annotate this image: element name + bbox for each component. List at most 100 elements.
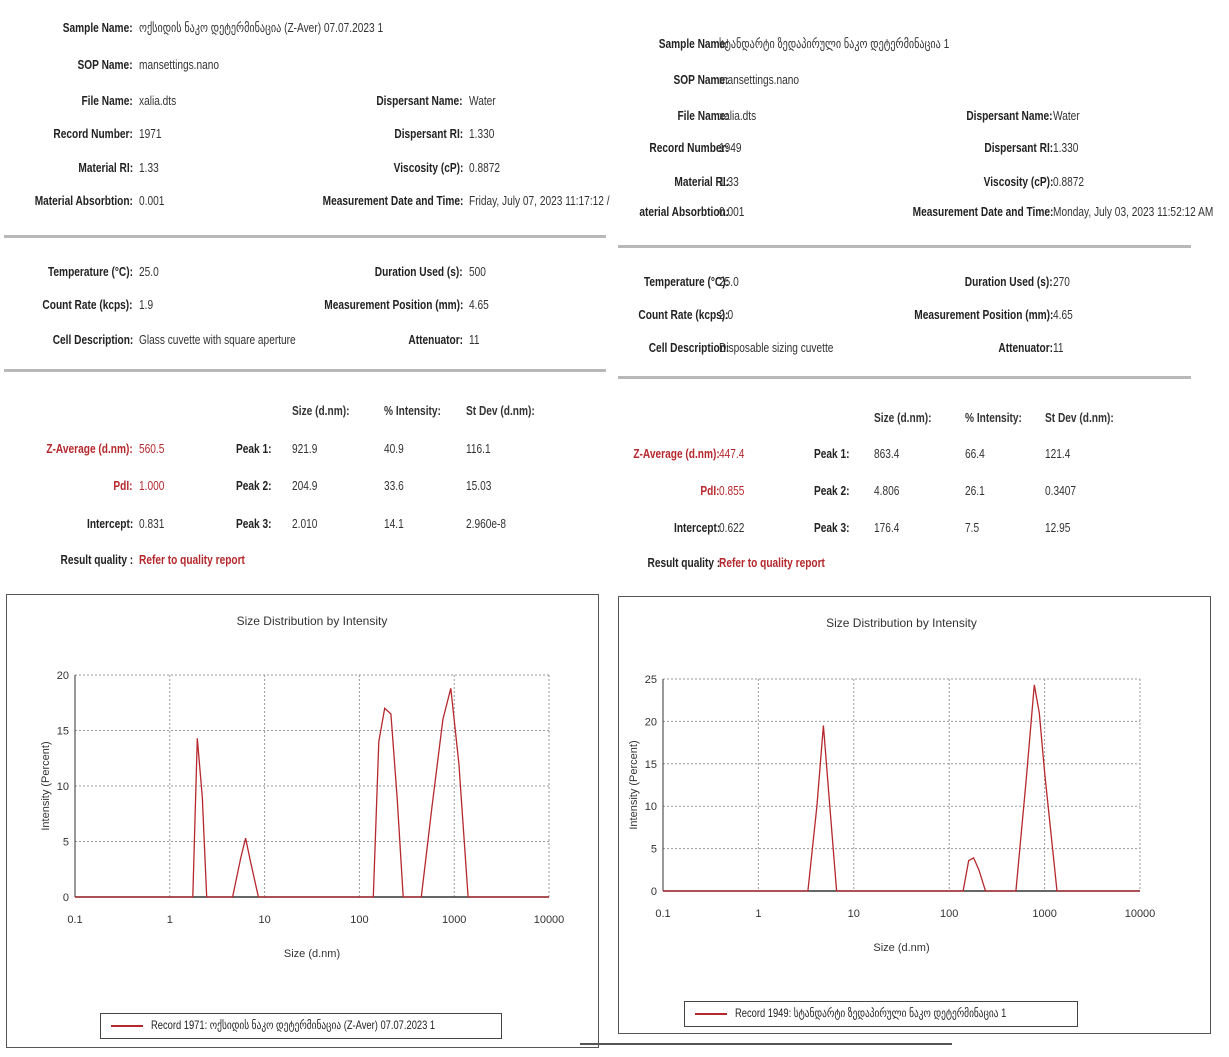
intercept-label: Intercept: [86,516,133,531]
temperature-label: Temperature (°C): [47,264,133,279]
dispersant-ri-label: Dispersant RI: [984,140,1053,155]
cell-description-label: Cell Description: [52,332,133,347]
dispersant-ri-value: 1.330 [469,126,495,141]
x-tick-label: 0.1 [655,908,670,920]
peak-stdev: 116.1 [466,441,491,456]
x-tick-label: 10 [848,908,860,920]
bottom-rule [580,1043,952,1045]
series-line [663,684,1140,892]
peak-size: 863.4 [874,446,900,461]
section-divider [4,369,606,372]
peak-label: Peak 2: [814,483,850,498]
peak-label: Peak 2: [236,478,272,493]
x-tick-label: 0.1 [67,914,82,926]
temperature-value: 25.0 [719,274,739,289]
material-absorbtion-label: Material Absorbtion: [34,193,133,208]
section-divider [618,376,1191,379]
col-header-size: Size (d.nm): [874,410,932,425]
z-average-label: Z-Average (d.nm): [633,446,720,461]
peak-stdev: 15.03 [466,478,492,493]
sample-name-label: Sample Name: [659,36,729,51]
legend-swatch [695,1013,727,1015]
measurement-position-value: 4.65 [469,297,489,312]
intercept-value: 0.831 [139,516,165,531]
y-tick-label: 15 [645,759,657,771]
size-distribution-chart: Size Distribution by Intensity 0.1 1 10 100 1… [6,594,599,1048]
peak-stdev: 0.3407 [1045,483,1077,498]
col-header-stdev: St Dev (d.nm): [466,403,535,418]
attenuator-value: 11 [1053,340,1064,355]
cell-description-value: Disposable sizing cuvette [719,340,834,355]
quality-report-link[interactable]: Refer to quality report [139,552,245,567]
dispersant-name-value: Water [1053,108,1080,123]
measurement-date-value: Friday, July 07, 2023 11:17:12 / [469,193,610,208]
x-tick-label: 1000 [1032,908,1056,920]
peak-stdev: 121.4 [1045,446,1071,461]
viscosity-label: Viscosity (cP): [983,174,1053,189]
dispersant-name-label: Dispersant Name: [966,108,1053,123]
record-number-label: Record Number: [53,126,133,141]
peak-label: Peak 1: [814,446,850,461]
measurement-position-label: Measurement Position (mm): [323,297,463,312]
y-tick-label: 10 [645,801,657,813]
peak-intensity: 40.9 [384,441,404,456]
x-tick-label: 100 [350,914,368,926]
pdi-label: PdI: [700,483,720,498]
y-tick-label: 10 [57,781,69,793]
peak-size: 921.9 [292,441,318,456]
legend-swatch [111,1025,143,1027]
count-rate-value: 2.0 [719,307,734,322]
peak-intensity: 14.1 [384,516,404,531]
count-rate-label: Count Rate (kcps): [42,297,133,312]
temperature-value: 25.0 [139,264,159,279]
col-header-size: Size (d.nm): [292,403,350,418]
material-ri-value: 1.33 [719,174,739,189]
x-tick-label: 10000 [1125,908,1156,920]
material-absorbtion-label: aterial Absorbtion: [639,204,729,219]
y-tick-label: 20 [57,670,69,682]
y-tick-label: 25 [645,674,657,686]
pdi-value: 0.855 [719,483,745,498]
sample-name-value: სტანდარტი ზედაპირული ნაკო დეტერმინაცია 1 [719,36,950,51]
peak-stdev: 12.95 [1045,520,1071,535]
record-number-value: 1971 [139,126,162,141]
measurement-position-value: 4.65 [1053,307,1073,322]
sample-name-value: ოქსიდის ნაკო დეტერმინაცია (Z-Aver) 07.07… [139,20,384,35]
record-panel-right: Sample Name: სტანდარტი ზედაპირული ნაკო დ… [580,0,1229,1057]
chart-title: Size Distribution by Intensity [826,616,977,630]
duration-label: Duration Used (s): [965,274,1053,289]
cell-description-label: Cell Description: [648,340,729,355]
y-tick-label: 0 [63,892,69,904]
peak-size: 176.4 [874,520,900,535]
peak-size: 2.010 [292,516,318,531]
intercept-value: 0.622 [719,520,745,535]
chart-legend: Record 1949: სტანდარტი ზედაპირული ნაკო დ… [684,1001,1078,1027]
quality-report-link[interactable]: Refer to quality report [719,555,825,570]
x-tick-label: 10000 [534,914,565,926]
result-quality-label: Result quality : [60,552,133,567]
peak-label: Peak 3: [236,516,272,531]
file-name-label: File Name: [677,108,729,123]
peak-intensity: 7.5 [965,520,980,535]
y-axis-label: Intensity (Percent) [628,740,640,829]
peak-stdev: 2.960e-8 [466,516,507,531]
record-panel-left: Sample Name: ოქსიდის ნაკო დეტერმინაცია (… [0,0,610,1057]
material-absorbtion-value: 0.001 [719,204,745,219]
x-axis-label: Size (d.nm) [284,948,340,960]
peak-intensity: 66.4 [965,446,985,461]
x-tick-label: 1 [167,914,173,926]
measurement-date-label: Measurement Date and Time: [912,204,1053,219]
cell-description-value: Glass cuvette with square aperture [139,332,296,347]
peak-intensity: 33.6 [384,478,404,493]
dispersant-name-label: Dispersant Name: [376,93,463,108]
measurement-position-label: Measurement Position (mm): [913,307,1053,322]
z-average-value: 447.4 [719,446,745,461]
file-name-value: xalia.dts [139,93,177,108]
legend-text: Record 1949: სტანდარტი ზედაპირული ნაკო დ… [735,1006,1007,1020]
peak-size: 204.9 [292,478,318,493]
y-tick-label: 5 [63,837,69,849]
measurement-date-value: Monday, July 03, 2023 11:52:12 AM [1053,204,1214,219]
sop-name-value: mansettings.nano [139,57,220,72]
